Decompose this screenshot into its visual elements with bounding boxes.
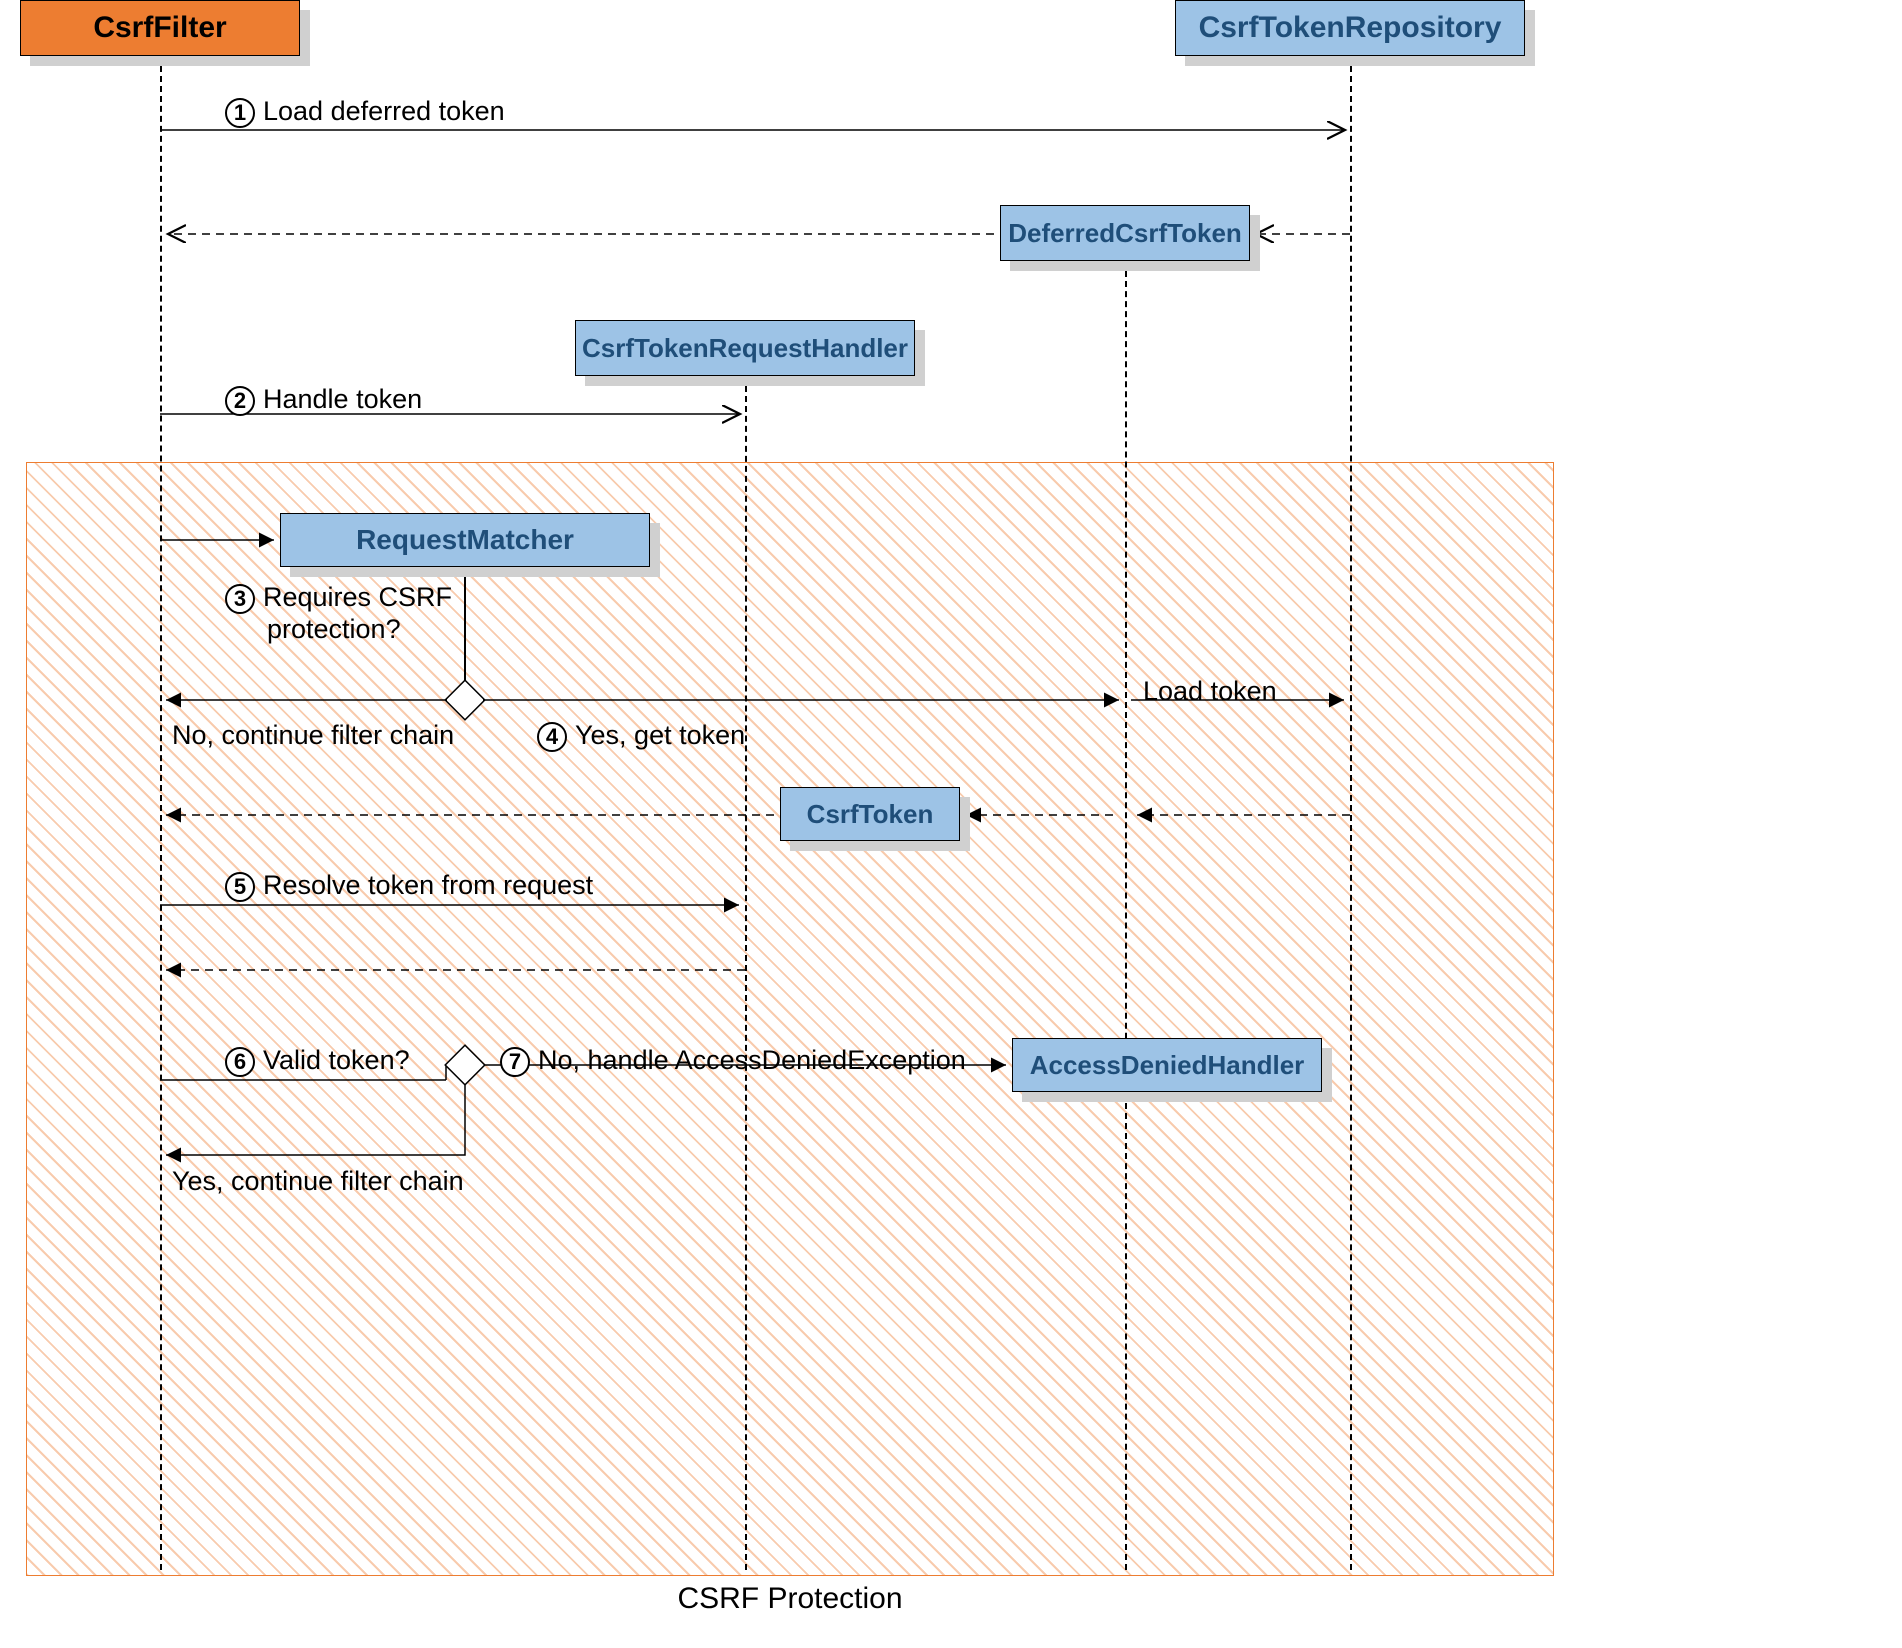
participant-label: RequestMatcher [356,524,574,556]
participant-csrftokenrepository: CsrfTokenRepository [1175,0,1525,56]
lifeline-csrftokenrepository [1350,56,1352,1570]
msg-text: Requires CSRF [263,582,452,612]
msg-7-yes: Yes, continue filter chain [172,1166,464,1197]
participant-label: CsrfToken [807,799,934,830]
msg-text: protection? [267,614,401,644]
step-num-icon: 2 [225,386,255,416]
participant-label: DeferredCsrfToken [1008,218,1242,249]
msg-text: Resolve token from request [263,870,593,900]
participant-accessdeniedhandler: AccessDeniedHandler [1012,1038,1322,1092]
msg-text: Handle token [263,384,422,414]
region-caption: CSRF Protection [677,1582,902,1616]
lifeline-deferredcsrftoken [1125,261,1127,1570]
msg-6: 6 Valid token? [225,1045,410,1077]
step-num-icon: 3 [225,584,255,614]
participant-label: CsrfTokenRepository [1199,11,1502,45]
msg-3: 3 Requires CSRF protection? [225,582,452,645]
participant-csrftokenrequesthandler: CsrfTokenRequestHandler [575,320,915,376]
step-num-icon: 1 [225,98,255,128]
step-num-icon: 7 [500,1047,530,1077]
lifeline-csrftokenrequesthandler [745,376,747,1570]
msg-5: 5 Resolve token from request [225,870,593,902]
msg-1: 1 Load deferred token [225,96,505,128]
msg-4-yes: 4 Yes, get token [537,720,745,752]
msg-load-token: Load token [1143,676,1277,707]
msg-text: No, handle AccessDeniedException [538,1045,966,1075]
participant-csrftoken: CsrfToken [780,787,960,841]
participant-csrffilter: CsrfFilter [20,0,300,56]
sequence-diagram: CSRF Protection CsrfFilter CsrfTokenRepo… [0,0,1902,1648]
participant-deferredcsrftoken: DeferredCsrfToken [1000,205,1250,261]
participant-requestmatcher: RequestMatcher [280,513,650,567]
msg-2: 2 Handle token [225,384,422,416]
lifeline-requestmatcher [464,567,466,682]
participant-label: AccessDeniedHandler [1030,1050,1305,1081]
msg-text: Load deferred token [263,96,505,126]
lifeline-csrffilter [160,56,162,1570]
step-num-icon: 4 [537,722,567,752]
step-num-icon: 6 [225,1047,255,1077]
msg-7: 7 No, handle AccessDeniedException [500,1045,966,1077]
msg-4-no: No, continue filter chain [172,720,454,751]
msg-text: Yes, get token [575,720,745,750]
msg-text: Valid token? [263,1045,410,1075]
participant-label: CsrfFilter [93,11,226,45]
step-num-icon: 5 [225,872,255,902]
participant-label: CsrfTokenRequestHandler [582,333,908,364]
